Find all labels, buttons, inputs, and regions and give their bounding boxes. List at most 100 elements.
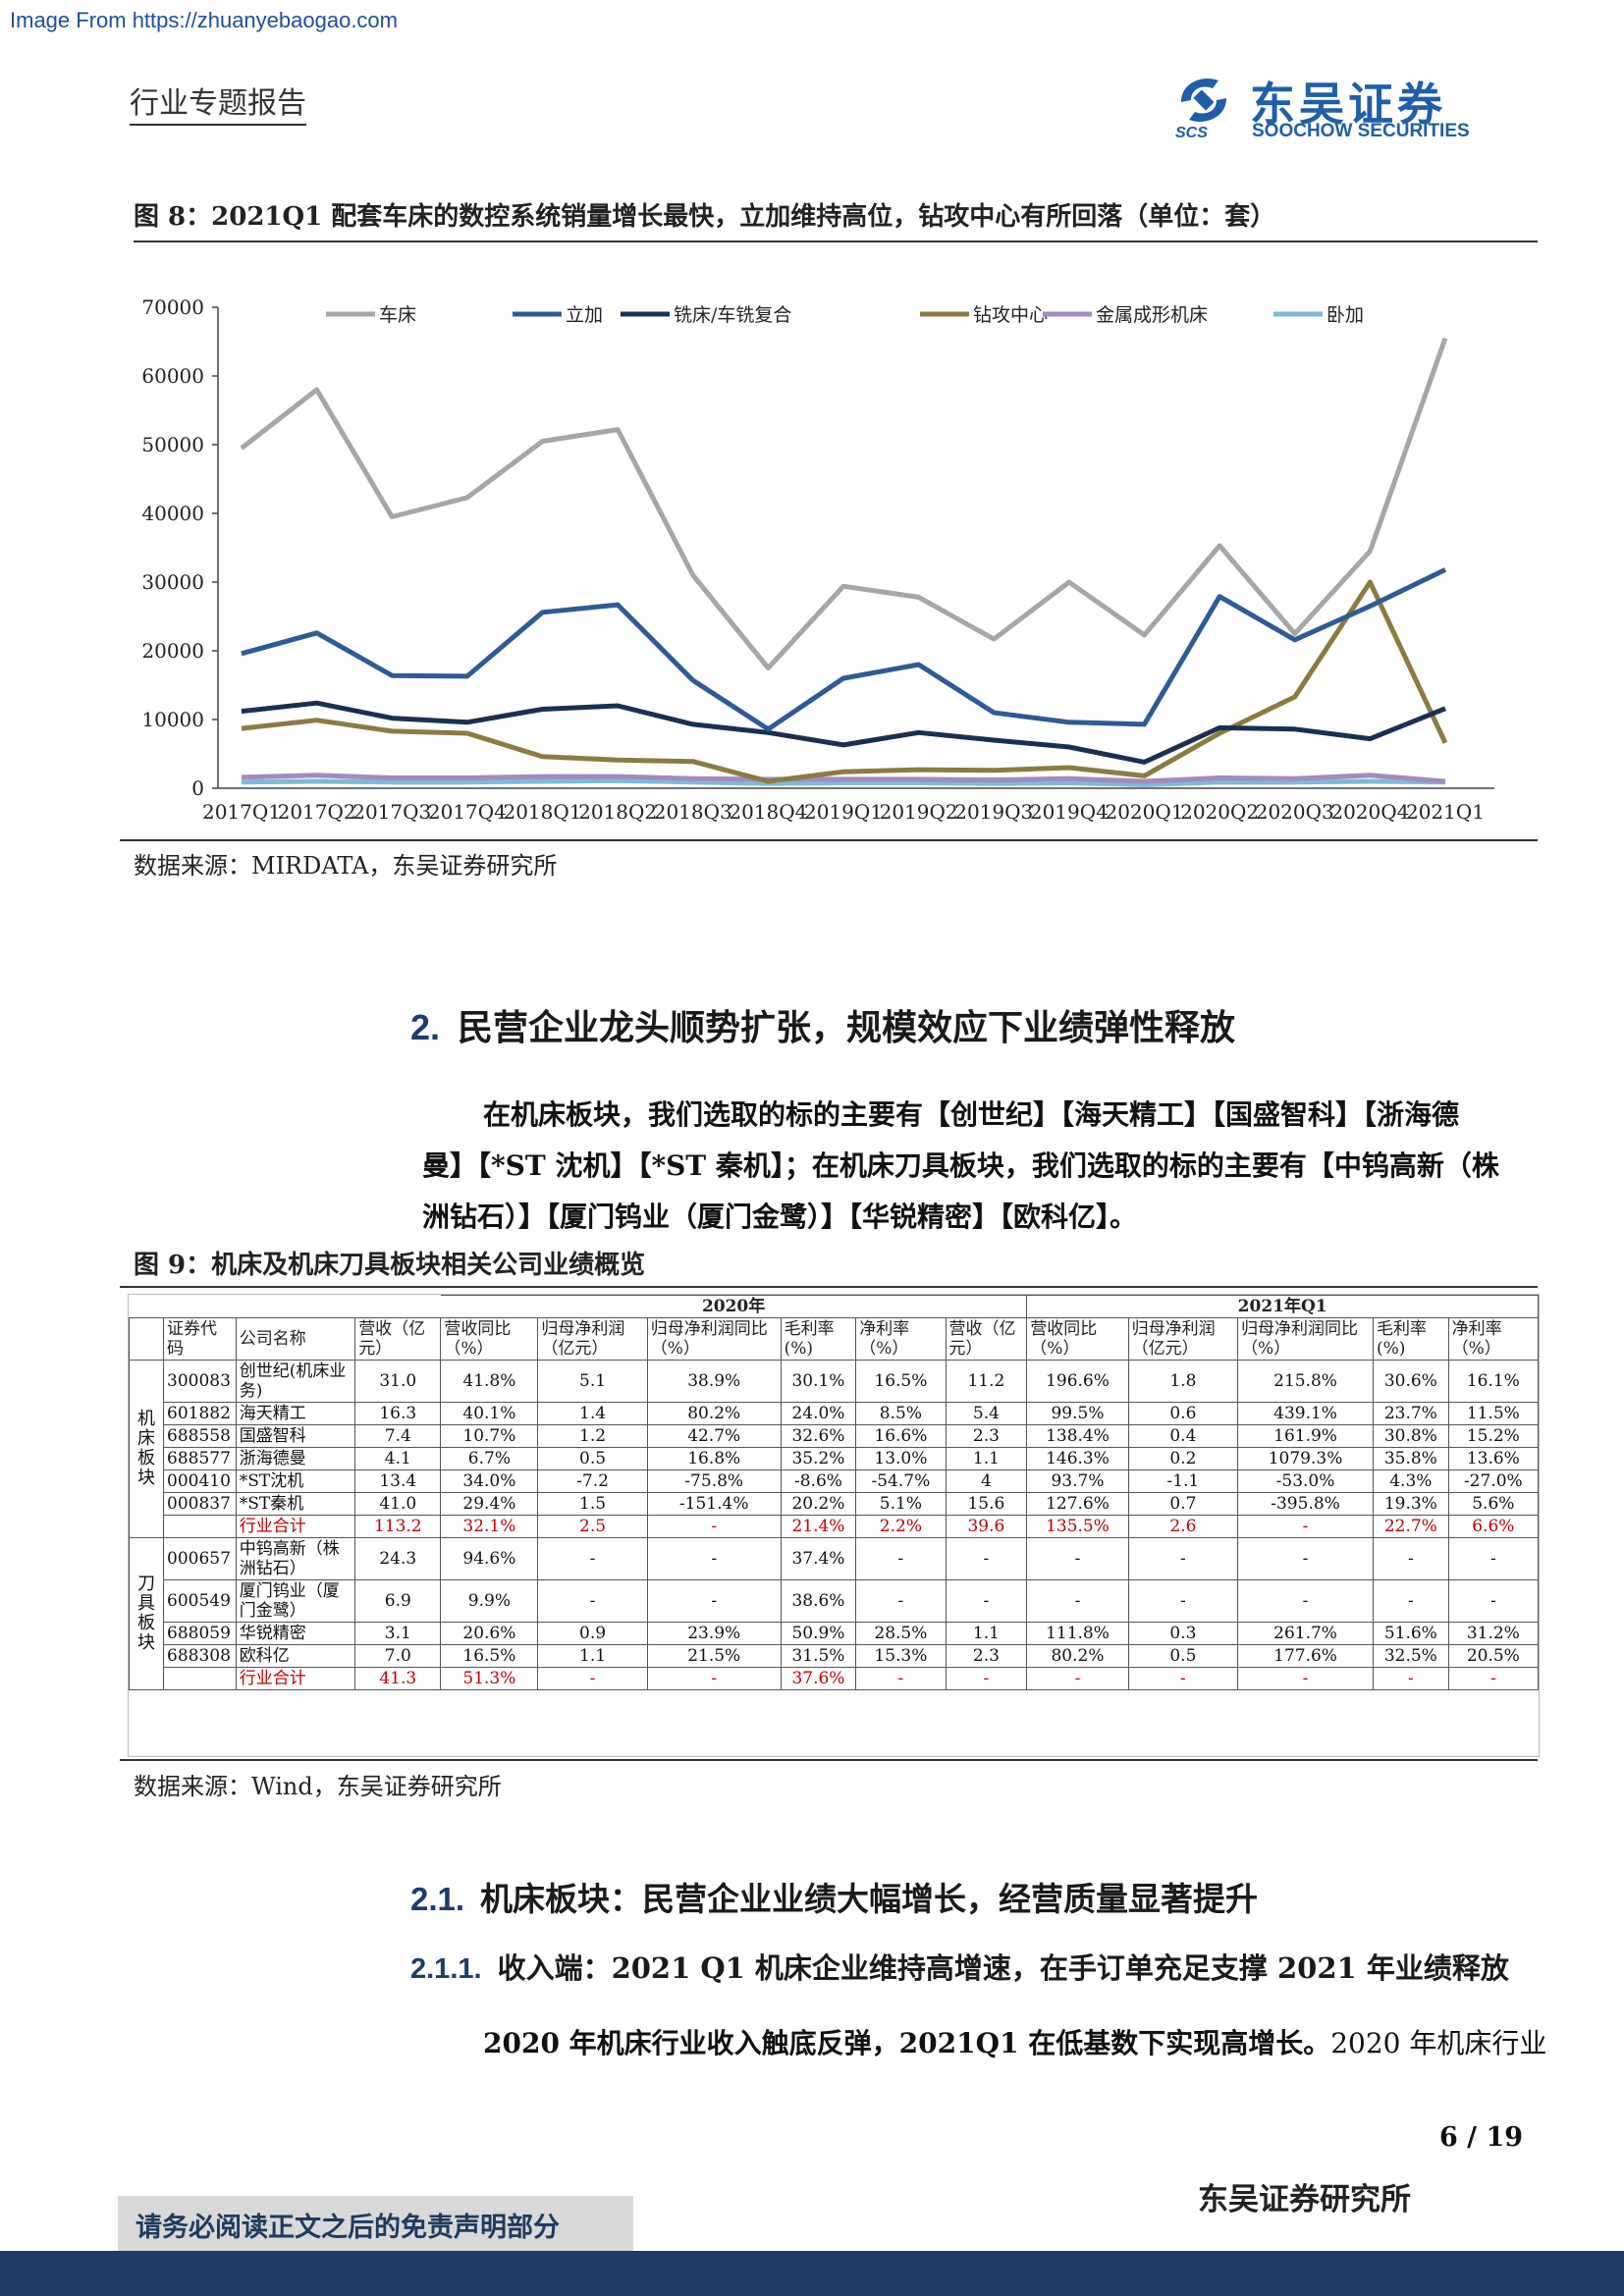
- value-cell: 7.4: [354, 1424, 442, 1448]
- value-cell: 31.2%: [1447, 1622, 1540, 1645]
- table-row: 688059 华锐精密 3.1 20.6% 0.9 23.9% 50.9% 28.5% 1.1 1…: [130, 1622, 1540, 1645]
- value-cell: 10.7%: [440, 1424, 539, 1448]
- table-column-header-row: 证券代码 公司名称 营收（亿元） 营收同比（%） 归母净利润（亿元） 归母净利润同比（%）…: [129, 1317, 1540, 1361]
- x-tick-label: 2018Q1: [503, 800, 581, 824]
- section-2-1-1-number: 2.1.1.: [410, 1953, 482, 1985]
- total-cell: [163, 1667, 237, 1690]
- company-logo: 东吴证券 SOOCHOW SECURITIES SCS: [1173, 71, 1497, 149]
- legend-label: 卧加: [1326, 304, 1364, 326]
- company-name-cell: 海天精工: [235, 1402, 356, 1425]
- column-header: 毛利率(%): [780, 1317, 857, 1361]
- value-cell: 94.6%: [440, 1537, 539, 1580]
- series-line: [241, 777, 1446, 787]
- figure9-title: 图 9：机床及机床刀具板块相关公司业绩概览: [134, 1251, 646, 1280]
- total-cell: 2.5: [537, 1515, 648, 1538]
- stock-code-cell: 000410: [163, 1469, 237, 1493]
- x-tick-label: 2018Q4: [729, 800, 807, 824]
- value-cell: 161.9%: [1237, 1424, 1375, 1448]
- value-cell: 0.9: [537, 1622, 648, 1645]
- year-header-2020: 2020年: [440, 1295, 1027, 1318]
- value-cell: 146.3%: [1026, 1447, 1129, 1470]
- figure9-bottom-rule: [120, 1759, 1538, 1761]
- value-cell: -: [945, 1579, 1028, 1623]
- value-cell: 16.3: [354, 1402, 442, 1425]
- value-cell: 99.5%: [1026, 1402, 1129, 1425]
- paragraph-bold-lead: 2020 年机床行业收入触底反弹，2021Q1 在低基数下实现高增长。: [483, 2027, 1331, 2059]
- value-cell: 7.0: [354, 1644, 442, 1668]
- value-cell: 50.9%: [780, 1622, 857, 1645]
- figure8-line-chart: 0 10000 20000 30000 40000 50000 60000 70000 2017…: [141, 295, 1494, 824]
- x-tick-label: 2020Q3: [1256, 800, 1334, 824]
- total-cell: -: [1237, 1667, 1375, 1690]
- x-tick-label: 2018Q2: [578, 800, 657, 824]
- total-cell: 行业合计: [235, 1515, 356, 1538]
- stock-code-cell: 300083: [163, 1360, 237, 1403]
- company-name-cell: 浙海德曼: [235, 1447, 356, 1470]
- value-cell: 20.6%: [440, 1622, 539, 1645]
- value-cell: 138.4%: [1026, 1424, 1129, 1448]
- source-watermark: Image From https://zhuanyebaogao.com: [10, 8, 398, 32]
- x-tick-label: 2020Q1: [1105, 800, 1183, 824]
- disclaimer-banner: 请务必阅读正文之后的免责声明部分: [118, 2196, 633, 2251]
- value-cell: 1079.3%: [1237, 1447, 1375, 1470]
- value-cell: -: [1026, 1537, 1129, 1580]
- value-cell: 35.8%: [1373, 1447, 1449, 1470]
- value-cell: 15.3%: [855, 1644, 947, 1668]
- column-header: 归母净利润同比（%）: [1237, 1317, 1375, 1361]
- section-2-1-heading: 2.1. 机床板块：民营企业业绩大幅增长，经营质量显著提升: [410, 1873, 1258, 1920]
- legend-label: 铣床/车铣复合: [674, 304, 791, 326]
- table-row: 刀具板块 000657 中钨高新（株洲钻石） 24.3 94.6% - -37.4% - - - -…: [129, 1537, 1540, 1690]
- figure8-title: 图 8：2021Q1 配套车床的数控系统销量增长最快，立加维持高位，钻攻中心有所…: [134, 196, 1538, 242]
- section-2-title: 民营企业龙头顺势扩张，规模效应下业绩弹性释放: [458, 1007, 1236, 1048]
- section-2-1-1-heading: 2.1.1. 收入端：2021 Q1 机床企业维持高增速，在手订单充足支撑 202…: [410, 1946, 1509, 1987]
- value-cell: 21.5%: [646, 1644, 782, 1668]
- y-tick-label: 20000: [141, 639, 204, 663]
- figure8-source: 数据来源：MIRDATA，东吴证券研究所: [134, 852, 558, 880]
- value-cell: 4: [945, 1469, 1028, 1493]
- value-cell: 1.1: [945, 1622, 1028, 1645]
- value-cell: 31.0: [354, 1360, 442, 1403]
- series-line: [241, 700, 1446, 765]
- value-cell: 30.8%: [1373, 1424, 1449, 1448]
- value-cell: 20.5%: [1447, 1644, 1540, 1668]
- logo-chinese-text: 东吴证券: [1250, 78, 1446, 131]
- total-cell: 51.3%: [440, 1667, 539, 1690]
- value-cell: 35.2%: [780, 1447, 857, 1470]
- value-cell: -8.6%: [780, 1469, 857, 1493]
- value-cell: -: [537, 1579, 648, 1623]
- value-cell: 38.6%: [780, 1579, 857, 1623]
- company-name-cell: 创世纪(机床业务): [235, 1360, 356, 1403]
- y-tick-label: 30000: [141, 570, 204, 594]
- column-header: 营收同比（%）: [1026, 1317, 1129, 1361]
- value-cell: 16.5%: [855, 1360, 947, 1403]
- section-2-heading: 2. 民营企业龙头顺势扩张，规模效应下业绩弹性释放: [410, 999, 1235, 1050]
- x-tick-label: 2019Q4: [1030, 800, 1109, 824]
- stock-code-cell: 688059: [163, 1622, 237, 1645]
- value-cell: 5.1: [537, 1360, 648, 1403]
- section-2-1-number: 2.1.: [410, 1881, 465, 1917]
- table-total-row: 行业合计 41.3 51.3% - -37.6% - - - - - - -: [130, 1667, 1540, 1690]
- value-cell: 30.1%: [780, 1360, 857, 1403]
- value-cell: 0.7: [1127, 1492, 1239, 1516]
- value-cell: 16.5%: [440, 1644, 539, 1668]
- x-tick-label: 2017Q1: [202, 800, 281, 824]
- value-cell: 196.6%: [1026, 1360, 1129, 1403]
- value-cell: -: [1237, 1537, 1375, 1580]
- value-cell: 1.1: [945, 1447, 1028, 1470]
- value-cell: 6.7%: [440, 1447, 539, 1470]
- column-header: 归母净利润（亿元）: [1127, 1317, 1239, 1361]
- value-cell: 11.2: [945, 1360, 1028, 1403]
- section-2-1-title: 机床板块：民营企业业绩大幅增长，经营质量显著提升: [480, 1880, 1259, 1918]
- company-name-cell: *ST秦机: [235, 1492, 356, 1516]
- value-cell: 40.1%: [440, 1402, 539, 1425]
- table-row: 000410 *ST沈机 13.4 34.0% -7.2 -75.8% -8.6% -54.7…: [130, 1469, 1540, 1493]
- total-cell: -: [1127, 1667, 1239, 1690]
- value-cell: 16.8%: [646, 1447, 782, 1470]
- value-cell: 0.4: [1127, 1424, 1239, 1448]
- table-row: 688308 欧科亿 7.0 16.5% 1.1 21.5% 31.5% 15.3% 2.3 80…: [130, 1644, 1540, 1668]
- value-cell: 23.9%: [646, 1622, 782, 1645]
- value-cell: 42.7%: [646, 1424, 782, 1448]
- value-cell: -75.8%: [646, 1469, 782, 1493]
- value-cell: 24.3: [354, 1537, 442, 1580]
- table-row: 688577 浙海德曼 4.1 6.7% 0.5 16.8% 35.2% 13.0% 1.1 14…: [130, 1447, 1540, 1470]
